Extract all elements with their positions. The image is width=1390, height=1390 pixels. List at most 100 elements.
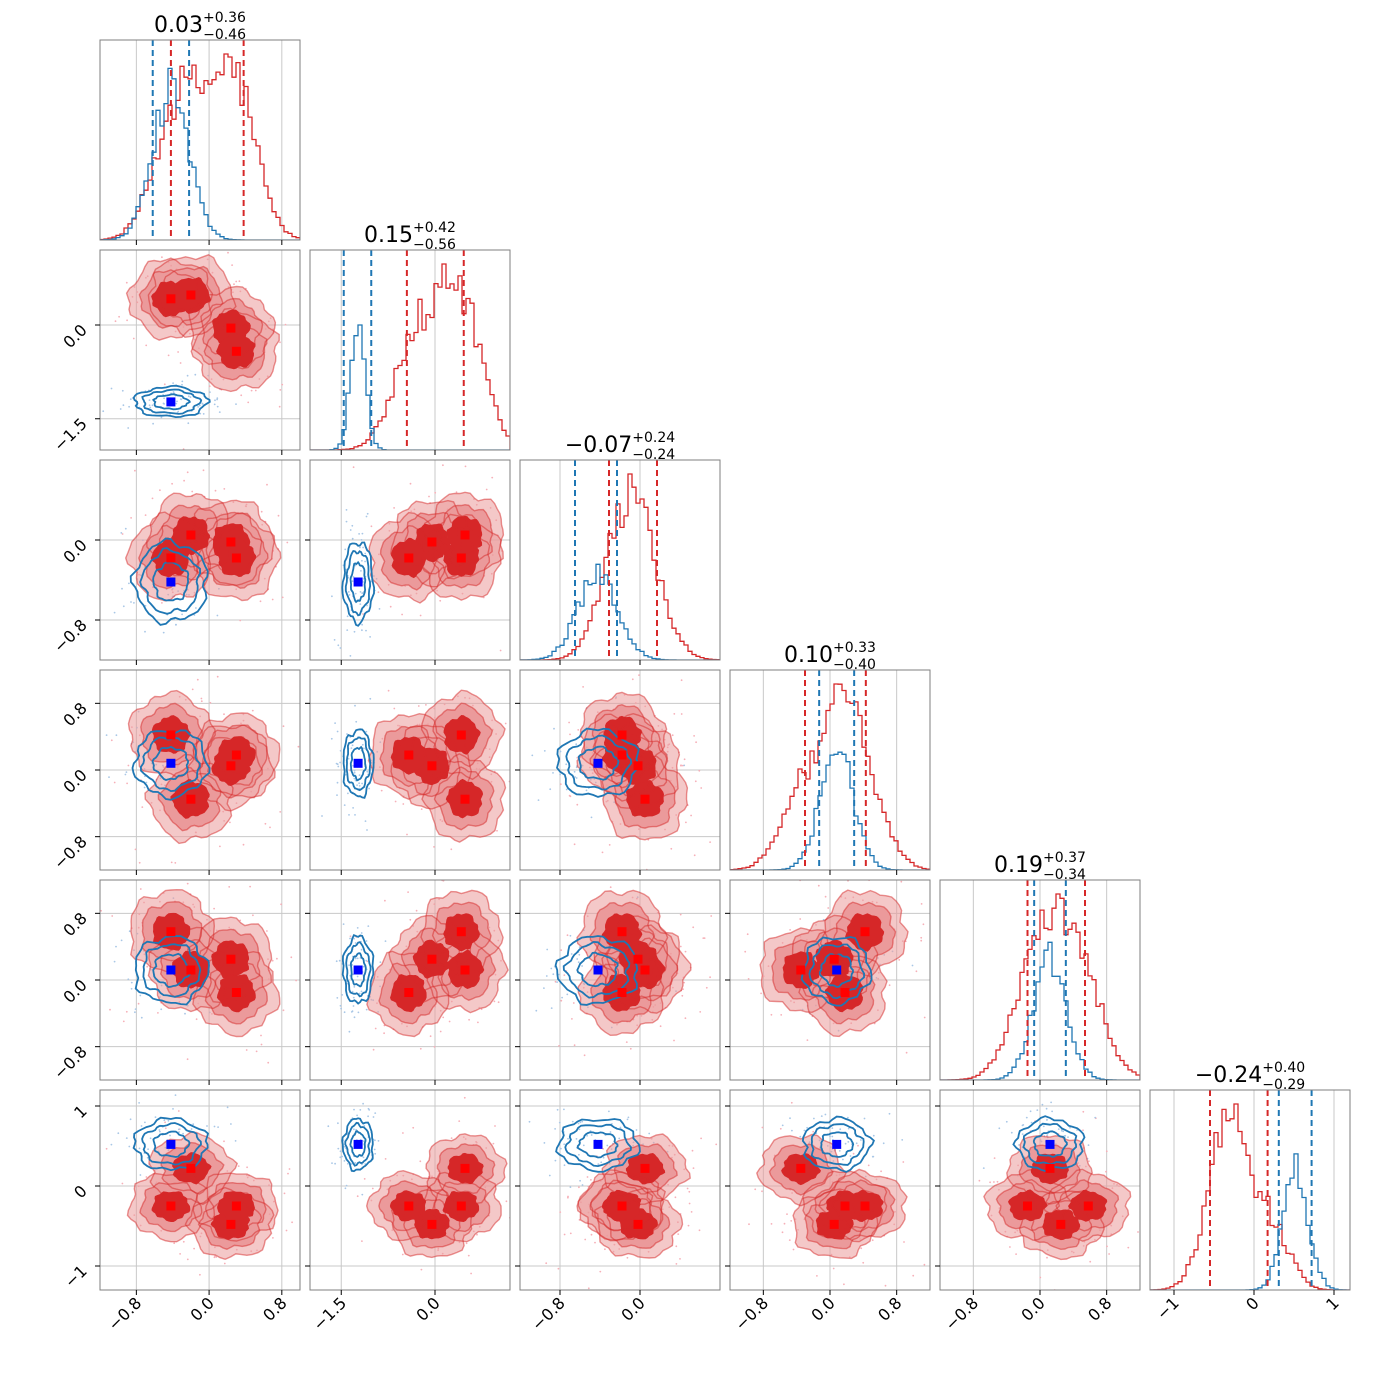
scatter-point xyxy=(820,1115,823,1117)
truth-marker xyxy=(166,758,176,768)
scatter-point xyxy=(227,251,229,254)
scatter-point xyxy=(255,1050,258,1053)
scatter-point xyxy=(186,882,189,885)
scatter-point xyxy=(573,1044,576,1047)
scatter-point xyxy=(305,962,307,964)
red-contour-line xyxy=(378,962,438,1025)
blue-contour-line xyxy=(349,560,367,604)
scatter-point xyxy=(569,1186,572,1188)
red-contour-line xyxy=(147,254,237,339)
scatter-point xyxy=(350,1163,353,1165)
scatter-point xyxy=(360,948,363,951)
scatter-point xyxy=(401,613,403,616)
red-contour-line xyxy=(420,889,504,977)
scatter-point xyxy=(367,925,370,927)
scatter-point xyxy=(559,1211,562,1213)
scatter-point xyxy=(162,246,164,248)
scatter-point xyxy=(450,848,453,851)
scatter-point xyxy=(217,1126,219,1128)
scatter-point xyxy=(993,1181,995,1183)
scatter-point xyxy=(450,1137,453,1139)
scatter-point xyxy=(1046,1256,1048,1259)
scatter-point xyxy=(271,959,274,962)
scatter-point xyxy=(162,631,165,634)
scatter-point xyxy=(545,975,548,977)
scatter-point xyxy=(197,406,199,408)
scatter-point xyxy=(409,918,412,921)
scatter-point xyxy=(412,1126,415,1129)
scatter-point xyxy=(169,1134,171,1137)
red-mode-marker xyxy=(1056,1219,1066,1229)
scatter-point xyxy=(213,403,216,406)
scatter-point xyxy=(154,1116,157,1118)
scatter-point xyxy=(374,1027,377,1030)
scatter-point xyxy=(561,996,563,999)
scatter-point xyxy=(518,545,520,547)
red-mode-marker xyxy=(166,927,176,937)
scatter-point xyxy=(267,1061,270,1064)
red-mode-marker xyxy=(617,750,627,760)
blue-contour-line xyxy=(141,388,203,415)
scatter-point xyxy=(590,1134,593,1136)
scatter-point xyxy=(272,455,274,457)
scatter-point xyxy=(715,1143,718,1146)
scatter-point xyxy=(249,885,252,888)
scatter-point xyxy=(175,623,177,626)
scatter-point xyxy=(353,777,356,780)
scatter-point xyxy=(365,940,368,942)
red-contour-line xyxy=(390,499,474,588)
scatter-point xyxy=(373,1148,376,1151)
scatter-point xyxy=(124,773,127,776)
scatter-point xyxy=(608,844,611,846)
truth-marker xyxy=(1045,1139,1055,1149)
scatter-point xyxy=(341,994,344,996)
scatter-point xyxy=(587,1287,590,1290)
red-mode-marker xyxy=(186,290,196,300)
scatter-point xyxy=(1105,1170,1107,1173)
scatter-point xyxy=(344,1187,347,1190)
scatter-point xyxy=(496,829,498,832)
scatter-point xyxy=(625,1041,628,1043)
red-mode-marker xyxy=(427,537,437,547)
scatter-point xyxy=(208,385,211,388)
panel-frame xyxy=(1149,1089,1351,1291)
scatter-point xyxy=(182,1132,184,1135)
scatter-point xyxy=(250,389,253,392)
panel-title: 0.03+0.36 xyxy=(154,10,246,38)
scatter-point xyxy=(362,613,364,615)
blue-contour-line xyxy=(577,745,620,781)
red-contour-line xyxy=(204,962,268,1025)
scatter-point xyxy=(349,935,352,938)
scatter-point xyxy=(1137,1231,1139,1233)
scatter-point xyxy=(172,1108,174,1110)
x-tick-label: 0.8 xyxy=(1084,1293,1115,1324)
panel-4-3 xyxy=(725,879,931,1085)
scatter-point xyxy=(679,913,682,916)
scatter-point xyxy=(195,1018,198,1021)
scatter-point xyxy=(575,743,578,746)
scatter-point xyxy=(239,619,242,622)
scatter-point xyxy=(824,895,827,898)
x-tick-label: 0.0 xyxy=(1017,1293,1048,1324)
scatter-point xyxy=(576,756,579,759)
red-contour-line xyxy=(436,1143,496,1195)
scatter-point xyxy=(365,515,368,518)
scatter-point xyxy=(417,705,420,707)
scatter-point xyxy=(113,960,116,963)
scatter-point xyxy=(1106,1245,1108,1248)
red-mode-marker xyxy=(427,1219,437,1229)
scatter-point xyxy=(569,1232,572,1235)
scatter-point xyxy=(158,1129,161,1131)
scatter-point xyxy=(1163,1182,1165,1184)
scatter-point xyxy=(360,932,363,934)
scatter-point xyxy=(148,404,151,407)
scatter-point xyxy=(1021,1133,1024,1135)
truth-marker xyxy=(593,965,603,975)
scatter-point xyxy=(341,1155,343,1158)
scatter-point xyxy=(606,1144,609,1147)
scatter-point xyxy=(348,594,351,596)
scatter-point xyxy=(638,674,640,676)
scatter-point xyxy=(683,764,686,767)
scatter-point xyxy=(548,1174,551,1177)
red-mode-marker xyxy=(640,1163,650,1173)
